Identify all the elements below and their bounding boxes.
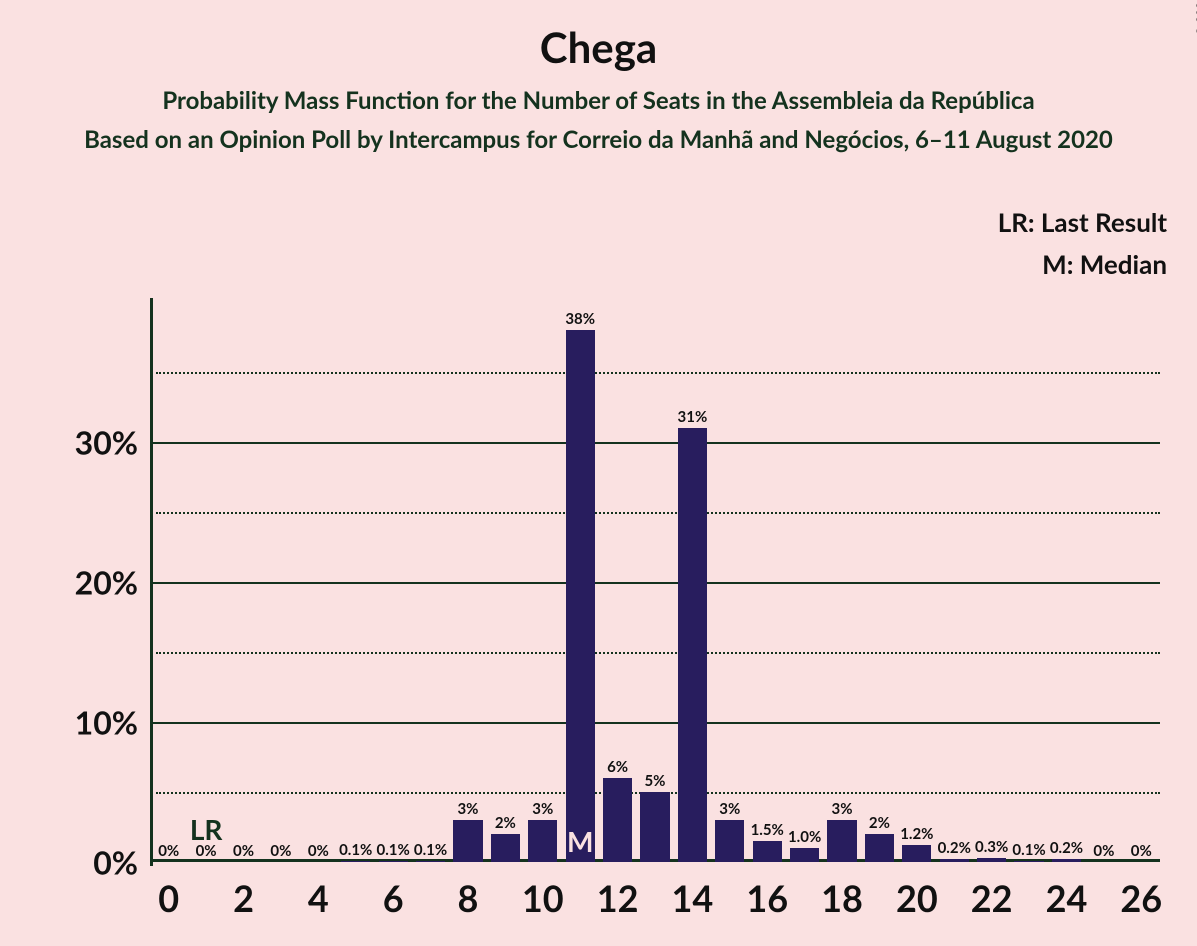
bar: 3% [528,820,557,862]
x-tick-label: 14 [672,876,714,920]
bar-value-label: 0.1% [1012,841,1045,859]
bar-value-label: 0.2% [938,839,971,857]
x-tick-label: 10 [522,876,564,920]
bar-value-label: 1.5% [751,821,784,839]
gridline-major [150,582,1160,584]
bar-value-label: 5% [644,772,665,790]
bar-value-label: 6% [607,758,628,776]
gridline-minor [156,372,1160,374]
bar: 2% [865,834,894,862]
bar-value-label: 0.3% [975,838,1008,856]
x-tick-label: 6 [383,876,404,920]
bar: 38% [566,330,595,862]
bar-value-label: 0% [1093,842,1114,860]
y-tick-label: 0% [93,843,138,882]
bar: 3% [827,820,856,862]
bar: 2% [491,834,520,862]
y-tick-label: 30% [75,423,138,462]
bar-value-label: 0.1% [414,841,447,859]
legend-median: M: Median [1042,248,1167,280]
bar: 3% [453,820,482,862]
chart-subtitle: Probability Mass Function for the Number… [0,86,1197,115]
bar: 1.0% [790,848,819,862]
x-tick-label: 18 [821,876,863,920]
bar: 1.5% [753,841,782,862]
bar-value-label: 0% [1131,842,1152,860]
x-tick-label: 4 [308,876,329,920]
bar: 0.1% [416,861,445,862]
bar-value-label: 0.1% [376,841,409,859]
bar-value-label: 0% [233,842,254,860]
gridline-major [150,722,1160,724]
x-tick-label: 20 [896,876,938,920]
gridline-major [150,442,1160,444]
x-tick-label: 8 [458,876,479,920]
bar-value-label: 1.2% [900,825,933,843]
bar: 0.2% [1052,859,1081,862]
bar-value-label: 38% [565,310,595,328]
bar-value-label: 3% [832,800,853,818]
legend-lr: LR: Last Result [998,206,1167,238]
bar-value-label: 0.2% [1050,839,1083,857]
last-result-marker: LR [190,812,223,846]
bar-value-label: 0% [308,842,329,860]
x-tick-label: 0 [158,876,179,920]
median-marker: M [567,824,593,858]
bar-value-label: 0.1% [339,841,372,859]
bar: 0.1% [379,861,408,862]
x-tick-label: 12 [597,876,639,920]
bar-value-label: 0% [158,842,179,860]
x-tick-label: 24 [1046,876,1088,920]
chart-plot-area: 0%10%20%30%024681012141618202224260%0%0%… [150,302,1160,862]
bar: 31% [678,428,707,862]
bar: 0.3% [977,858,1006,862]
bar-value-label: 3% [532,800,553,818]
chart-subtitle-2: Based on an Opinion Poll by Intercampus … [0,125,1197,154]
gridline-minor [156,652,1160,654]
chart-title: Chega [0,22,1197,72]
bar-value-label: 2% [495,814,516,832]
bar-value-label: 2% [869,814,890,832]
bar: 0.1% [341,861,370,862]
x-tick-label: 26 [1120,876,1162,920]
y-tick-label: 20% [75,563,138,602]
bar-value-label: 31% [678,408,708,426]
copyright-text: © 2021 Filip van Laenen [1193,0,1197,36]
x-tick-label: 2 [233,876,254,920]
bar-value-label: 0% [270,842,291,860]
bar: 6% [603,778,632,862]
bar-value-label: 1.0% [788,828,821,846]
bar: 0.2% [940,859,969,862]
bar: 1.2% [902,845,931,862]
bar: 3% [715,820,744,862]
bar-value-label: 3% [457,800,478,818]
bar: 0.1% [1014,861,1043,862]
bar-value-label: 3% [719,800,740,818]
x-tick-label: 16 [746,876,788,920]
x-tick-label: 22 [971,876,1013,920]
gridline-minor [156,512,1160,514]
bar: 5% [640,792,669,862]
y-tick-label: 10% [75,703,138,742]
